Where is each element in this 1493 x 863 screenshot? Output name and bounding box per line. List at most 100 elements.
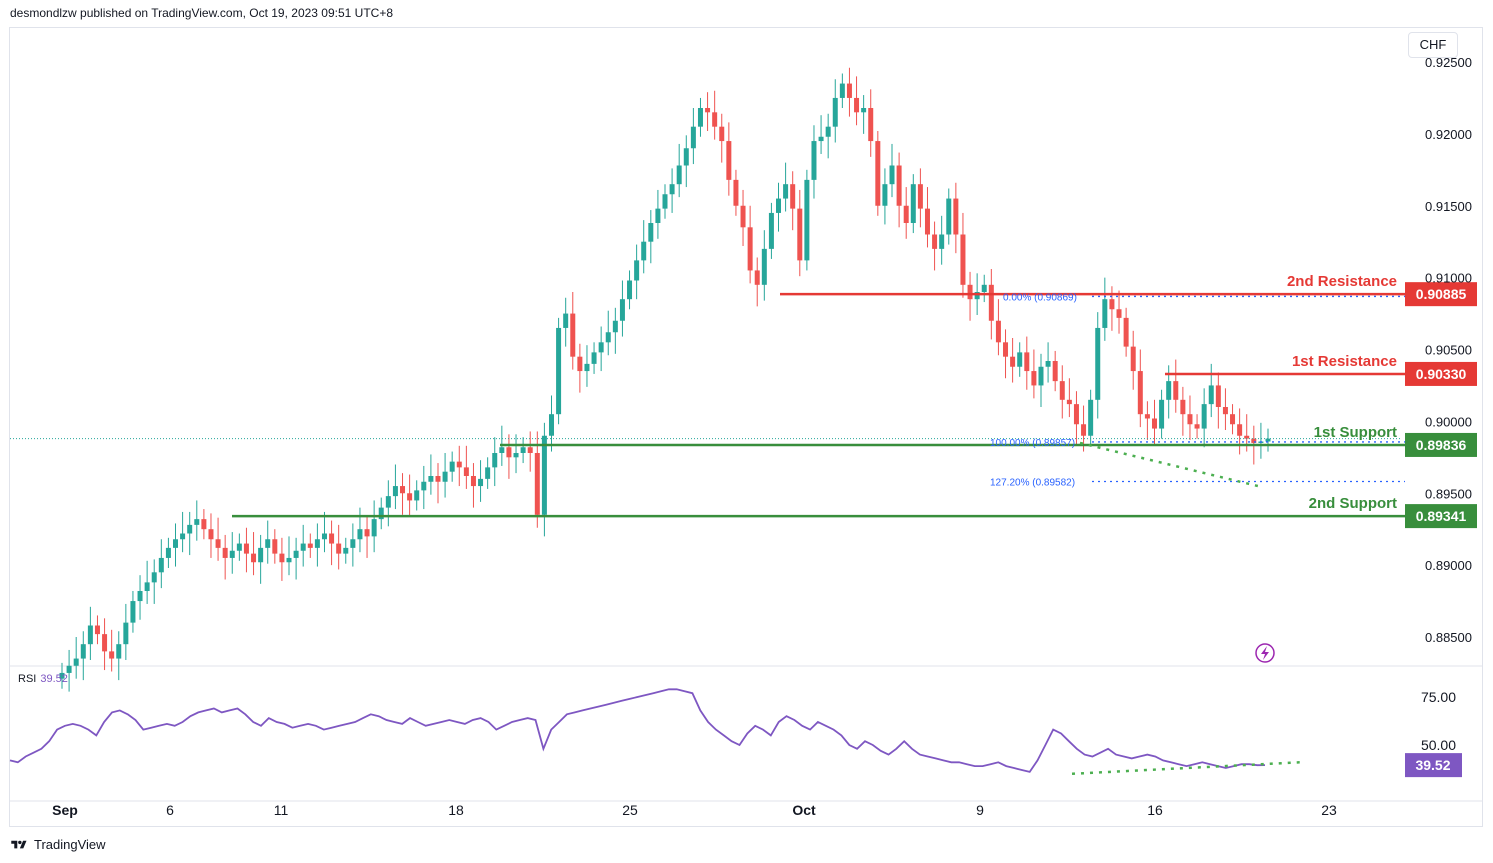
candle-body [1081, 424, 1087, 436]
candle-body [194, 519, 200, 525]
candle-body [1187, 414, 1193, 425]
candle-body [939, 234, 945, 249]
level-price-text: 0.89836 [1416, 437, 1467, 453]
time-axis[interactable]: Sep 6 11 18 25 Oct 9 16 23 [52, 802, 1337, 818]
rsi-pane: 75.00 50.00 39.52 [9, 688, 1462, 778]
candle-body [889, 165, 895, 185]
candle-body [1116, 309, 1122, 318]
candle-body [719, 126, 725, 142]
candle-body [173, 539, 179, 548]
time-tick-label: 6 [166, 802, 174, 818]
candle-body [768, 212, 774, 249]
candle-body [612, 320, 618, 333]
candle-body [825, 126, 831, 137]
candle-body [222, 547, 228, 558]
candle-body [527, 447, 533, 453]
candle-body [201, 519, 207, 530]
fib-label: 100.00% (0.89857) [990, 438, 1075, 449]
rsi-tick-label: 75.00 [1421, 689, 1456, 705]
candle-body [1180, 399, 1186, 415]
candle-body [655, 208, 661, 223]
candle-body [584, 363, 590, 372]
candle-body [272, 539, 278, 554]
flash-icon[interactable] [1255, 643, 1275, 663]
price-tick-label: 0.88500 [1425, 630, 1472, 645]
level-label: 1st Resistance [1292, 353, 1397, 370]
candle-body [485, 467, 491, 479]
candle-body [1230, 414, 1236, 425]
candle-body [1201, 404, 1207, 429]
currency-button[interactable]: CHF [1408, 32, 1458, 58]
price-axis[interactable]: 0.92500 0.92000 0.91500 0.91000 0.90500 0.900… [1425, 55, 1472, 645]
candle-body [683, 148, 689, 166]
candle-body [783, 184, 789, 199]
candle-body [598, 342, 604, 353]
candle-body [385, 496, 391, 508]
rsi-line [9, 688, 1266, 773]
candle-body [988, 284, 994, 321]
candle-body [499, 447, 505, 453]
candle-body [463, 467, 469, 476]
candle-body [534, 453, 540, 515]
candle-body [343, 547, 349, 554]
candle-body [258, 547, 264, 563]
candle-body [400, 486, 406, 494]
candle-body [307, 543, 313, 548]
candle-body [790, 184, 796, 209]
candle-body [712, 112, 718, 127]
candle-body [321, 533, 327, 540]
candle-body [1038, 366, 1044, 386]
rsi-tick-label: 50.00 [1421, 737, 1456, 753]
support-resistance-levels: 2nd Resistance 0.90885 1st Resistance 0.903… [232, 273, 1477, 529]
candle-body [690, 126, 696, 149]
candle-body [251, 553, 257, 563]
candle-body [1159, 399, 1165, 429]
candle-body [776, 198, 782, 213]
candle-body [137, 591, 143, 602]
candle-body [336, 543, 342, 554]
candle-body [428, 476, 434, 482]
candle-body [1130, 346, 1136, 372]
candle-body [570, 313, 576, 357]
candle-body [1017, 352, 1023, 367]
tradingview-footer[interactable]: TradingView [10, 837, 106, 852]
candle-body [492, 453, 498, 468]
candle-body [896, 165, 902, 206]
rsi-legend: RSI 39.52 [18, 673, 68, 685]
candle-body [1095, 327, 1101, 400]
candle-body [94, 625, 100, 635]
candle-body [66, 665, 72, 673]
candle-body [697, 108, 703, 127]
candle-body [1024, 352, 1030, 372]
candle-body [974, 292, 980, 300]
candle-body [1151, 418, 1157, 429]
candle-body [478, 478, 484, 487]
candle-body [981, 284, 987, 292]
level-price-box [1405, 432, 1477, 457]
candle-body [1166, 381, 1172, 400]
candle-body [392, 486, 398, 497]
level-price-box [1405, 282, 1477, 307]
candle-body [1244, 435, 1250, 439]
candle-body [953, 198, 959, 235]
time-tick-label: 11 [274, 802, 289, 818]
candle-body [229, 550, 235, 558]
level-label: 2nd Support [1309, 495, 1397, 512]
candle-body [1208, 385, 1214, 405]
candle-body [329, 533, 335, 544]
level-price-text: 0.89341 [1416, 508, 1467, 524]
candle-body [371, 519, 377, 537]
candle-body [158, 557, 164, 573]
candle-body [80, 644, 86, 659]
candle-body [995, 320, 1001, 343]
candle-body [109, 651, 115, 659]
candle-body [102, 634, 108, 652]
candle-body [669, 184, 675, 195]
candle-body [1066, 399, 1072, 405]
candle-body [1123, 317, 1129, 347]
candle-body [662, 194, 668, 209]
price-trendline [1079, 441, 1259, 488]
candle-body [364, 529, 370, 537]
candle-body [165, 547, 171, 558]
